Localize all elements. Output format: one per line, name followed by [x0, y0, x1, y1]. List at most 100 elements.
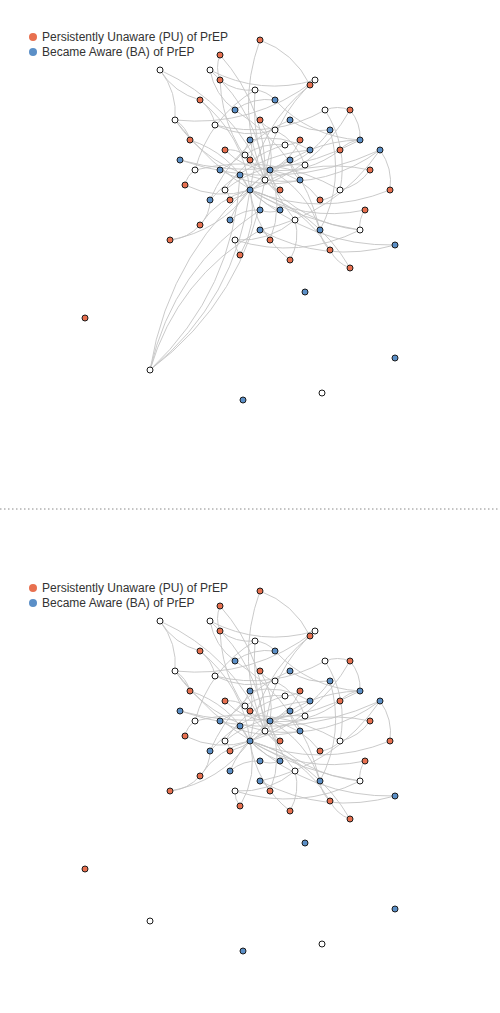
node: [217, 77, 223, 83]
node: [277, 738, 283, 744]
node: [277, 187, 283, 193]
edge: [220, 631, 255, 641]
node: [197, 97, 203, 103]
legend-label: Persistently Unaware (PU) of PrEP: [42, 581, 228, 595]
node: [232, 237, 238, 243]
edge: [180, 691, 360, 720]
edge: [235, 99, 275, 110]
node: [147, 367, 153, 373]
node: [307, 633, 313, 639]
node: [167, 237, 173, 243]
legend-swatch: [29, 33, 37, 41]
edge: [175, 80, 315, 121]
edge: [210, 70, 235, 110]
edge: [160, 70, 175, 120]
node: [327, 798, 333, 804]
edge: [260, 40, 310, 85]
legend-swatch: [29, 48, 37, 56]
edge: [160, 621, 175, 671]
node: [247, 708, 253, 714]
node: [182, 182, 188, 188]
edges: [150, 40, 395, 370]
node: [177, 708, 183, 714]
node: [197, 773, 203, 779]
edge: [218, 55, 221, 80]
edge: [325, 659, 350, 662]
edge: [175, 120, 360, 230]
node: [392, 906, 398, 912]
node: [322, 107, 328, 113]
node: [82, 866, 88, 872]
legend-label: Persistently Unaware (PU) of PrEP: [42, 30, 228, 44]
edge: [150, 180, 265, 370]
legend: Persistently Unaware (PU) of PrEPBecame …: [29, 30, 228, 59]
edge: [175, 671, 265, 731]
node: [227, 768, 233, 774]
node: [319, 390, 325, 396]
edge: [270, 170, 277, 240]
node: [207, 197, 213, 203]
edge: [290, 671, 330, 682]
edge: [200, 751, 210, 776]
node: [297, 728, 303, 734]
edge: [215, 110, 325, 130]
edge: [200, 100, 215, 125]
node: [302, 162, 308, 168]
edge: [245, 695, 285, 706]
node: [247, 137, 253, 143]
node: [167, 788, 173, 794]
edge: [290, 220, 297, 260]
node: [357, 137, 363, 143]
edge: [325, 661, 342, 741]
edge: [235, 110, 320, 230]
node: [287, 708, 293, 714]
node: [257, 207, 263, 213]
node: [272, 127, 278, 133]
node: [307, 82, 313, 88]
node: [257, 758, 263, 764]
node: [252, 87, 258, 93]
node: [267, 167, 273, 173]
node: [377, 147, 383, 153]
node: [267, 788, 273, 794]
node: [157, 618, 163, 624]
node: [222, 698, 228, 704]
edge: [250, 741, 395, 796]
edge: [175, 631, 315, 672]
nodes: [82, 37, 398, 403]
node: [387, 187, 393, 193]
node: [327, 678, 333, 684]
node: [217, 167, 223, 173]
node: [277, 758, 283, 764]
node: [222, 738, 228, 744]
node: [252, 638, 258, 644]
node: [192, 718, 198, 724]
edge: [215, 661, 325, 681]
node: [257, 778, 263, 784]
edge: [245, 144, 285, 155]
edge: [320, 681, 336, 781]
legend-label: Became Aware (BA) of PrEP: [42, 596, 195, 610]
node: [217, 628, 223, 634]
node: [257, 588, 263, 594]
legend-swatch: [29, 599, 37, 607]
edge: [250, 190, 395, 245]
node: [317, 197, 323, 203]
node: [272, 97, 278, 103]
node: [302, 713, 308, 719]
node: [282, 693, 288, 699]
node: [392, 242, 398, 248]
node: [312, 77, 318, 83]
edge: [235, 771, 295, 791]
edge: [185, 185, 250, 194]
edge: [325, 110, 342, 190]
node: [317, 748, 323, 754]
panel-separator: [0, 509, 500, 510]
network-panel: [82, 37, 398, 403]
node: [172, 668, 178, 674]
edge: [340, 170, 370, 190]
node: [222, 147, 228, 153]
edge: [175, 671, 190, 691]
edge: [160, 621, 200, 651]
edge: [180, 140, 360, 169]
